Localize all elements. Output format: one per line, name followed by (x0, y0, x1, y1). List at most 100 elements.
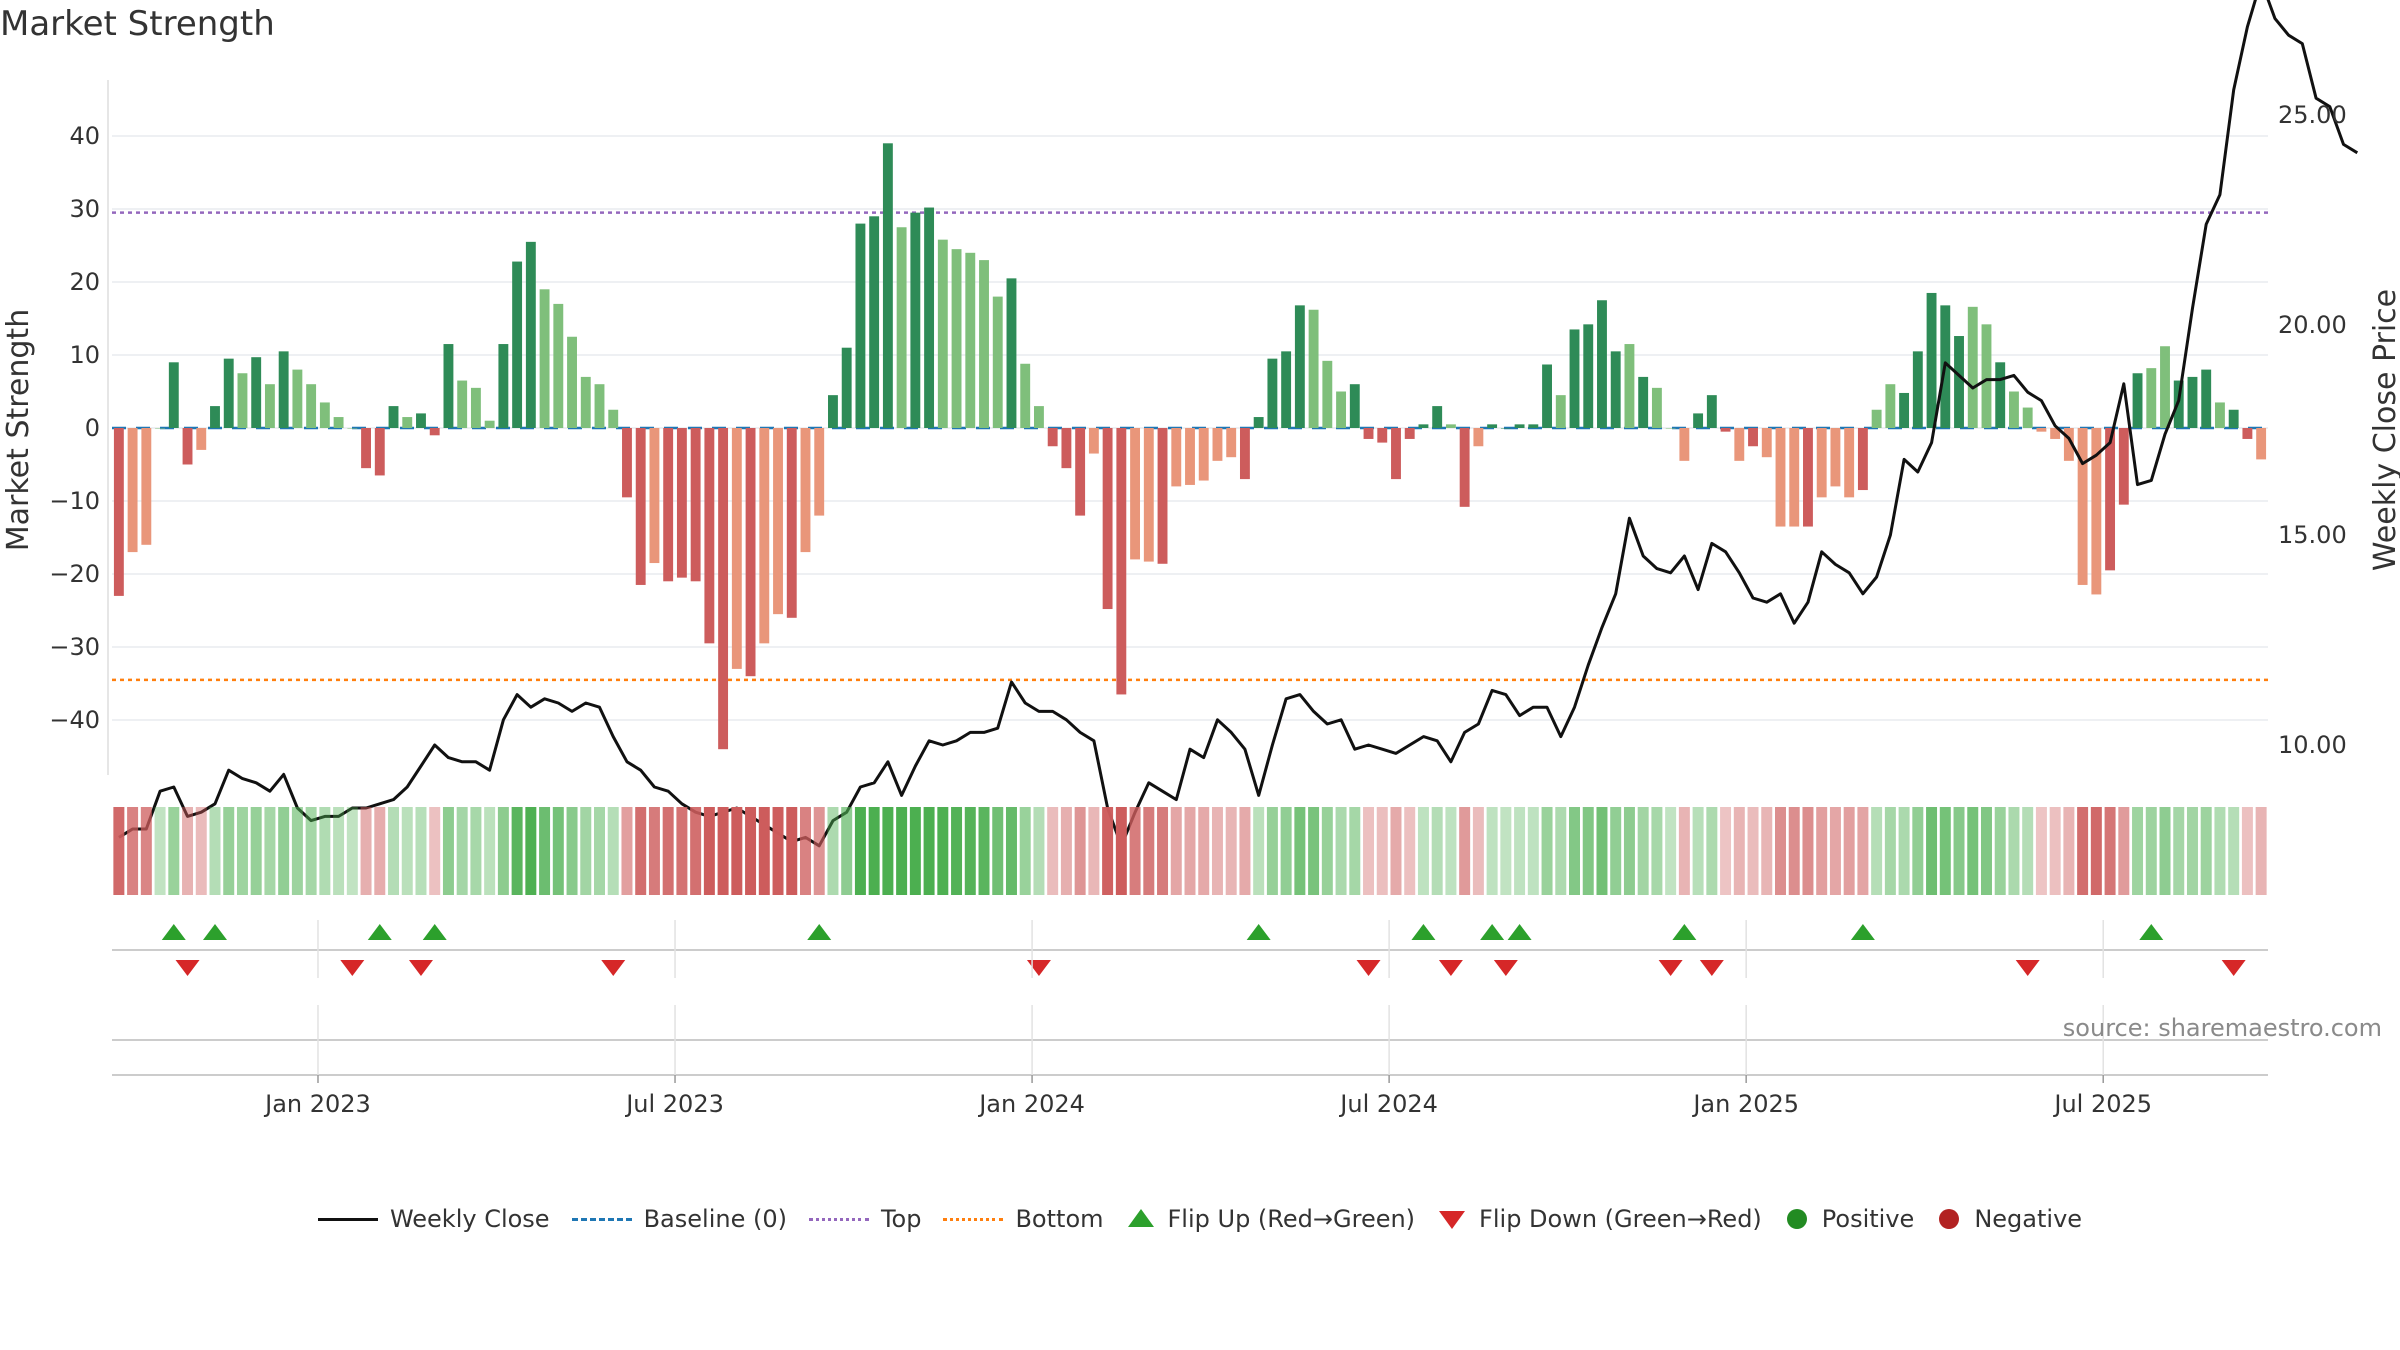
strength-bar (2242, 428, 2253, 439)
strength-bar (1404, 428, 1415, 439)
legend-item-flip-up: Flip Up (Red→Green) (1126, 1205, 1416, 1233)
legend-label: Flip Up (Red→Green) (1167, 1205, 1416, 1233)
strength-bar (1075, 428, 1086, 516)
strength-bar (388, 406, 399, 428)
strength-bar (1624, 344, 1635, 428)
strength-bar (2118, 428, 2129, 505)
strength-bar (470, 387, 481, 428)
heat-cell (703, 807, 715, 895)
heat-cell (1761, 807, 1773, 895)
heat-cell (168, 807, 180, 895)
heat-cell (1665, 807, 1677, 895)
strength-bar (182, 428, 193, 465)
strength-bar (512, 261, 523, 428)
heat-cell (1198, 807, 1210, 895)
y-axis-label: Market Strength (1, 309, 36, 551)
legend-label: Negative (1974, 1205, 2083, 1233)
strength-bar (896, 227, 907, 428)
strength-bar (2132, 373, 2143, 428)
heat-cell (1500, 807, 1512, 895)
heat-cell (896, 807, 908, 895)
strength-bar (1803, 428, 1813, 527)
strength-bar (580, 376, 591, 428)
strength-bar (608, 409, 619, 428)
heat-cell (882, 807, 894, 895)
strength-bar (1954, 336, 1964, 428)
flip-down-marker (601, 960, 626, 976)
legend-item-weekly-close: Weekly Close (317, 1205, 550, 1233)
strength-bar (773, 428, 783, 615)
strength-bar (1349, 384, 1360, 428)
heat-cell (1555, 807, 1567, 895)
y2-tick-label: 10.00 (2278, 731, 2347, 759)
heat-cell (772, 807, 784, 895)
heat-cell (1596, 807, 1608, 895)
strength-bar (1130, 428, 1141, 560)
heat-cell (1294, 807, 1306, 895)
strength-bar (567, 336, 577, 428)
flip-down-marker (1658, 960, 1683, 976)
heat-cell (1335, 807, 1347, 895)
flip-down-marker (408, 960, 433, 976)
heat-cell (333, 807, 345, 895)
heat-cell (731, 807, 743, 895)
y2-axis-label: Weekly Close Price (2368, 289, 2400, 571)
strength-bar (1679, 428, 1690, 461)
strength-bar (910, 212, 921, 428)
strength-bar (374, 428, 385, 476)
heat-cell (1321, 807, 1333, 895)
bottom-swatch (943, 1209, 1004, 1229)
flip-up-marker (1480, 924, 1505, 940)
heat-cell (1582, 807, 1594, 895)
strength-bar (704, 428, 715, 644)
strength-bar (1336, 391, 1347, 428)
strength-bar (2036, 428, 2047, 432)
strength-bar (759, 428, 770, 644)
heat-cell (1074, 807, 1086, 895)
heat-cell (1706, 807, 1718, 895)
heat-cell (1980, 807, 1992, 895)
heat-cell (552, 807, 564, 895)
heat-cell (1829, 807, 1841, 895)
heat-cell (868, 807, 880, 895)
strength-bar (1157, 428, 1168, 564)
legend-label: Bottom (1015, 1205, 1104, 1233)
strength-bar (869, 216, 880, 428)
heat-cell (937, 807, 949, 895)
strength-bar (2022, 407, 2033, 428)
strength-bar (1294, 305, 1305, 428)
y2-tick-label: 15.00 (2278, 521, 2347, 549)
strength-bar (718, 428, 729, 750)
heat-cell (951, 807, 963, 895)
y-tick-label: −20 (49, 560, 100, 588)
heat-cell (154, 807, 166, 895)
x-tick-label: Jan 2025 (1691, 1090, 1799, 1118)
strength-bar (196, 428, 207, 450)
heat-cell (346, 807, 358, 895)
flip-up-marker (202, 924, 227, 940)
strength-bar (1267, 358, 1278, 428)
heat-cell (1472, 807, 1484, 895)
flip-down-marker (1438, 960, 1463, 976)
heat-cell (923, 807, 935, 895)
strength-bar (1445, 424, 1456, 428)
strength-bar (1432, 406, 1443, 428)
heat-cell (2214, 807, 2226, 895)
heat-cell (1569, 807, 1581, 895)
heat-cell (827, 807, 839, 895)
flip-down-marker (175, 960, 200, 976)
flip-down-marker (1699, 960, 1724, 976)
heat-cell (388, 807, 400, 895)
strength-bar (622, 428, 632, 498)
y-tick-label: 40 (69, 122, 100, 150)
strength-bar (1281, 351, 1292, 428)
y2-tick-label: 25.00 (2278, 101, 2347, 129)
legend-label: Positive (1821, 1205, 1915, 1233)
strength-bar (1542, 364, 1552, 428)
heat-cell (2077, 807, 2089, 895)
strength-bar (1363, 428, 1374, 439)
strength-bar (1981, 324, 1992, 428)
x-tick-label: Jan 2023 (263, 1090, 371, 1118)
right-axis: 25.00 20.00 15.00 10.00 (2278, 101, 2347, 759)
strength-bar (2146, 368, 2157, 428)
